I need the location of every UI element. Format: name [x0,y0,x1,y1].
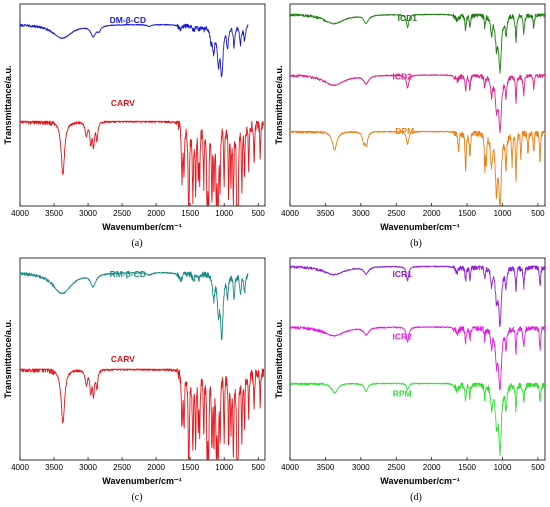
x-tick-label: 1000 [494,463,512,472]
x-tick-label: 3000 [352,463,370,472]
x-tick-label: 4000 [11,209,29,218]
x-tick-label: 2000 [147,209,165,218]
x-tick-label: 500 [531,463,545,472]
x-tick-label: 1000 [494,209,512,218]
plot-frame [19,257,266,461]
x-tick-label: 500 [531,209,545,218]
panel-label: (b) [410,238,422,249]
panel-a: Transmittance/a.u. Wavenumber/cm⁻¹ (a) 4… [3,3,266,249]
series-label: ICR1 [393,269,413,279]
series-label: CARV [111,98,135,108]
x-tick-label: 3500 [45,209,63,218]
plot-frame [289,257,546,461]
series-label: DM-β-CD [110,15,146,25]
x-tick-label: 3000 [79,209,97,218]
series-label: RM-β-CD [110,269,146,279]
panel-d: Transmittance/a.u. Wavenumber/cm⁻¹ (d) 4… [274,257,546,503]
spectrum-line [289,74,546,134]
x-tick-label: 1000 [215,209,233,218]
x-axis-label: Wavenumber/cm⁻¹ [380,476,459,486]
series-label: ICD2 [393,72,413,82]
x-tick-label: 1500 [181,209,199,218]
series-label: DPM [395,126,414,136]
x-axis-label: Wavenumber/cm⁻¹ [380,222,459,232]
x-tick-label: 2000 [147,463,165,472]
panel-label: (a) [131,238,142,249]
panel-b: Transmittance/a.u. Wavenumber/cm⁻¹ (b) 4… [274,3,546,249]
x-tick-label: 3500 [317,463,335,472]
x-tick-label: 1500 [181,463,199,472]
x-tick-label: 3500 [317,209,335,218]
spectrum-line [289,326,546,391]
series-label: RPM [393,388,412,398]
spectrum-line [289,382,546,457]
panel-label: (c) [131,492,142,503]
series-label: CARV [111,354,135,364]
series-label: ICR2 [393,332,413,342]
spectrum-line [19,23,249,78]
x-axis-label: Wavenumber/cm⁻¹ [102,222,181,232]
spectrum-line [289,265,546,327]
x-tick-label: 500 [252,463,266,472]
x-tick-label: 2500 [113,209,131,218]
x-tick-label: 2000 [423,209,441,218]
x-tick-label: 1500 [458,463,476,472]
x-tick-label: 1500 [458,209,476,218]
y-axis-label: Transmittance/a.u. [274,65,284,144]
x-tick-label: 2500 [387,209,405,218]
spectrum-line [289,13,546,74]
x-tick-label: 4000 [281,209,299,218]
plot-frame [289,3,546,207]
x-tick-label: 4000 [281,463,299,472]
spectrum-line [19,120,265,206]
x-tick-label: 1000 [215,463,233,472]
x-tick-label: 4000 [11,463,29,472]
x-tick-label: 3500 [45,463,63,472]
x-tick-label: 2000 [423,463,441,472]
x-tick-label: 2500 [113,463,131,472]
spectrum-line [289,130,546,206]
x-tick-label: 3000 [79,463,97,472]
y-axis-label: Transmittance/a.u. [3,65,13,144]
y-axis-label: Transmittance/a.u. [274,319,284,398]
spectrum-line [19,271,249,341]
y-axis-label: Transmittance/a.u. [3,319,13,398]
panel-label: (d) [410,492,422,503]
plot-frame [19,3,266,207]
spectrum-line [19,368,265,460]
series-label: ICD1 [398,13,418,23]
x-axis-label: Wavenumber/cm⁻¹ [102,476,181,486]
x-tick-label: 3000 [352,209,370,218]
x-tick-label: 500 [252,209,266,218]
x-tick-label: 2500 [387,463,405,472]
panel-c: Transmittance/a.u. Wavenumber/cm⁻¹ (c) 4… [3,257,266,503]
